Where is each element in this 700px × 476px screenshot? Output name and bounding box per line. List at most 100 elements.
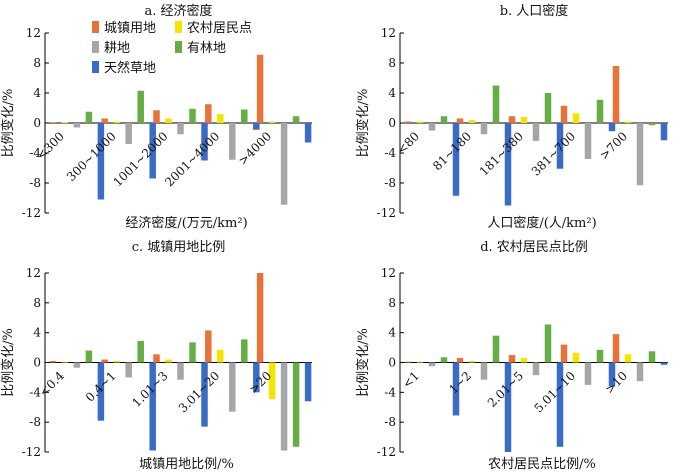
y-tick-label: -8: [384, 415, 396, 429]
legend-swatch-forest: [175, 41, 182, 53]
category-label: >4000: [236, 129, 275, 168]
bar-grassland: [504, 362, 512, 452]
category-label: 5.01~10: [531, 369, 578, 416]
chart-title: c. 城镇用地比例: [132, 240, 226, 255]
bar-forest: [596, 99, 604, 123]
bar-urban: [256, 273, 264, 363]
bar-forest: [492, 335, 500, 363]
y-tick-label: 0: [388, 356, 396, 370]
bar-urban: [508, 116, 516, 123]
bar-forest: [189, 342, 196, 363]
bar-urban: [101, 118, 108, 123]
bar-urban: [560, 105, 568, 123]
bar-forest: [544, 324, 552, 363]
bar-rural: [113, 361, 120, 363]
category-label: 300~1000: [64, 129, 119, 184]
y-tick-label: -4: [384, 146, 396, 160]
bar-rural: [416, 361, 424, 363]
y-tick-label: 4: [33, 86, 41, 100]
bar-urban: [612, 66, 620, 123]
bar-forest: [440, 357, 448, 363]
bar-urban: [256, 54, 264, 123]
x-axis-label: 人口密度/(人/km²): [487, 215, 596, 231]
bar-grassland: [556, 362, 564, 447]
y-axis-label: 比例变化/%: [0, 89, 16, 158]
bar-urban: [456, 118, 464, 123]
y-tick-label: 4: [388, 86, 396, 100]
bar-rural: [416, 121, 424, 123]
legend-label-urban: 城镇用地: [104, 21, 156, 36]
bar-grassland: [660, 362, 668, 365]
y-tick-label: 8: [388, 56, 396, 70]
x-axis-label: 农村居民点比例/%: [488, 457, 596, 472]
bar-forest: [544, 93, 552, 123]
bar-grassland: [304, 362, 312, 402]
chart-panel-4: d. 农村居民点比例 12 8 4 0 -4 -8 -12 比例变化/% 农村居民点比例/% <1 1…: [355, 240, 668, 472]
bar-grassland: [452, 123, 460, 196]
chart-title: a. 经济密度: [144, 3, 212, 19]
y-tick-label: -12: [22, 206, 41, 220]
bar-farmland: [280, 123, 288, 205]
bar-grassland: [201, 362, 208, 427]
y-tick-label: -8: [384, 176, 396, 190]
bar-forest: [85, 111, 93, 123]
y-tick-label: 0: [388, 116, 396, 130]
bar-farmland: [177, 362, 184, 380]
bar-forest: [85, 350, 93, 363]
bar-forest: [241, 109, 248, 123]
bar-rural: [268, 121, 276, 123]
y-tick-label: 12: [26, 26, 41, 40]
bar-rural: [468, 120, 476, 123]
bar-forest: [648, 123, 656, 126]
bar-forest: [440, 116, 448, 123]
bar-rural: [624, 121, 632, 123]
bar-urban: [456, 358, 464, 363]
legend-label-rural: 农村居民点: [187, 21, 252, 36]
bar-rural: [113, 121, 120, 123]
bar-rural: [520, 117, 528, 123]
bar-farmland: [584, 123, 592, 159]
bar-farmland: [229, 362, 236, 412]
bar-grassland: [504, 123, 512, 206]
bar-farmland: [177, 123, 184, 135]
bar-forest: [292, 116, 300, 123]
category-label: 2001~4000: [162, 129, 222, 189]
y-axis-label: 比例变化/%: [355, 328, 371, 397]
bar-urban: [153, 354, 160, 363]
y-tick-label: -12: [22, 445, 41, 459]
chart-title: b. 人口密度: [500, 3, 569, 19]
bar-urban: [49, 361, 57, 363]
bar-grassland: [149, 123, 156, 179]
category-label: 1001~2000: [110, 129, 170, 189]
bar-grassland: [149, 362, 156, 451]
bar-farmland: [229, 123, 236, 160]
legend-swatch-grassland: [92, 61, 99, 73]
y-tick-label: -4: [29, 385, 41, 399]
x-axis-label: 城镇用地比例/%: [139, 457, 234, 472]
chart-title: d. 农村居民点比例: [480, 240, 588, 255]
bar-rural: [572, 113, 580, 123]
bar-rural: [165, 359, 172, 363]
bar-grassland: [608, 362, 616, 387]
category-label: <1: [400, 369, 422, 391]
bar-farmland: [428, 123, 436, 131]
bar-forest: [241, 339, 248, 363]
category-label: 1~2: [446, 369, 474, 397]
legend-label-farmland: 耕地: [104, 40, 130, 56]
bar-farmland: [280, 362, 288, 451]
bar-grassland: [556, 123, 564, 169]
bar-rural: [61, 122, 69, 124]
bar-rural: [268, 362, 276, 400]
bar-farmland: [428, 362, 436, 367]
bar-rural: [61, 361, 69, 363]
bar-farmland: [584, 362, 592, 385]
bar-farmland: [532, 362, 540, 376]
bar-urban: [560, 344, 568, 363]
x-axis-label: 经济密度/(万元/km²): [125, 215, 247, 231]
bar-farmland: [480, 362, 488, 380]
bar-farmland: [125, 123, 132, 144]
legend-swatch-urban: [92, 21, 99, 33]
bar-urban: [205, 330, 212, 363]
y-tick-label: 8: [33, 296, 41, 310]
